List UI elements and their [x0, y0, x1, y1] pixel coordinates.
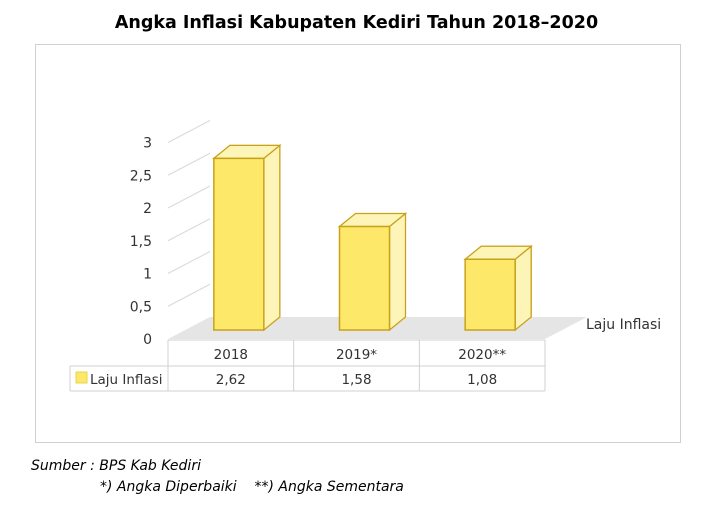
gridline-1 [168, 284, 210, 306]
gridline-4 [168, 186, 210, 208]
bar-front [214, 158, 264, 330]
legend-swatch [76, 372, 87, 383]
y-tick-label: 1 [143, 267, 152, 283]
bar-front [465, 259, 515, 330]
gridline-6 [168, 121, 210, 143]
gridline-5 [168, 153, 210, 175]
legend-label: Laju Inflasi [90, 372, 163, 388]
data-label: 1,58 [341, 372, 371, 388]
data-label: 2,62 [216, 372, 246, 388]
bar-2020** [465, 246, 531, 330]
y-tick-label: 2,5 [130, 168, 152, 184]
y-tick-label: 3 [143, 136, 152, 152]
bars [214, 145, 531, 330]
bar-2019* [340, 214, 406, 330]
y-tick-label: 2 [143, 201, 152, 217]
x-tick-label: 2019* [336, 347, 377, 363]
y-tick-label: 0 [143, 332, 152, 348]
data-label: 1,08 [467, 372, 497, 388]
x-tick-label: 2020** [458, 347, 506, 363]
bar-side [390, 214, 406, 330]
data-table: 2018 2,62 2019* 1,58 2020** 1,08 Laju Inflasi [70, 340, 545, 391]
depth-axis-label: Laju Inflasi [586, 317, 661, 333]
bar-side [515, 246, 531, 330]
footnote-text: *) Angka Diperbaiki **) Angka Sementara [100, 479, 404, 495]
y-tick-label: 0,5 [130, 299, 152, 315]
y-axis: 0 0,5 1 1,5 2 2,5 3 [130, 136, 152, 349]
y-tick-label: 1,5 [130, 234, 152, 250]
gridline-3 [168, 219, 210, 241]
gridline-2 [168, 252, 210, 274]
bar-front [340, 227, 390, 330]
x-tick-label: 2018 [214, 347, 248, 363]
bar-2018 [214, 145, 280, 330]
source-note: Sumber : BPS Kab Kediri [31, 458, 201, 474]
bar-side [264, 145, 280, 330]
grid-layer [168, 121, 210, 307]
